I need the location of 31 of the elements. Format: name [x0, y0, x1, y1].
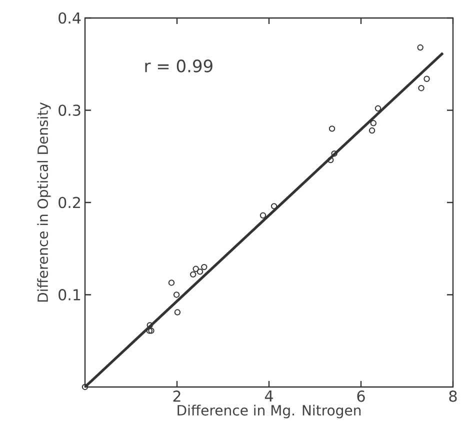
point — [417, 44, 424, 51]
point — [331, 150, 338, 157]
x-tick-label: 8 — [449, 390, 457, 402]
point — [168, 280, 175, 286]
point — [418, 85, 424, 92]
y-axis-title: Difference in Optical Density — [37, 102, 51, 302]
point — [173, 292, 180, 298]
y-tick-label: 0.3 — [58, 104, 80, 116]
x-tick-label: 6 — [357, 390, 365, 402]
point — [190, 271, 196, 278]
point — [328, 156, 334, 164]
point — [196, 268, 204, 275]
point — [174, 309, 181, 316]
y-tick-label: 0.1 — [58, 289, 80, 300]
point — [370, 120, 377, 126]
point — [260, 212, 266, 219]
point — [270, 203, 278, 210]
x-tick-label: 4 — [264, 390, 273, 402]
point — [148, 328, 154, 334]
annotation: r = 0.99 — [145, 60, 212, 72]
point — [368, 127, 376, 134]
point — [146, 322, 153, 328]
x-axis-title: Difference in Mg. Nitrogen — [178, 404, 361, 418]
point — [328, 126, 336, 132]
y-tick-label: 0.2 — [58, 196, 80, 208]
point — [424, 76, 430, 82]
y-tick-label: 0.4 — [58, 12, 81, 24]
point — [374, 105, 382, 112]
point — [192, 266, 199, 272]
x-tick-label: 2 — [173, 390, 180, 402]
point — [201, 264, 208, 270]
